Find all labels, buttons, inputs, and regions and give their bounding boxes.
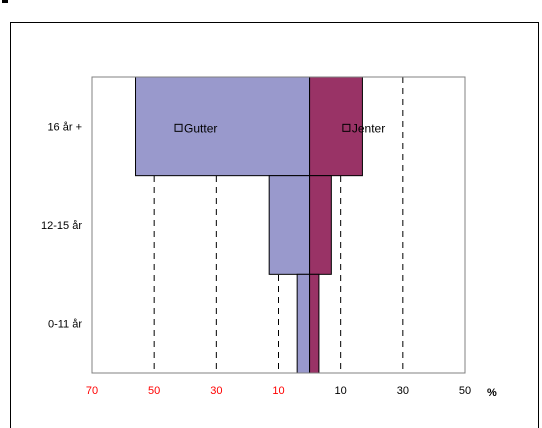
bar-jenter-1 — [309, 175, 332, 275]
x-tick-label-3: 10 — [272, 385, 284, 397]
x-tick-label-0: 70 — [86, 385, 98, 397]
plot-area-border — [91, 76, 466, 374]
legend-label-gutter: Gutter — [184, 121, 217, 135]
x-tick-label-1: 50 — [148, 385, 160, 397]
x-tick-label-6: 50 — [459, 385, 471, 397]
cropped-title-mark — [2, 0, 8, 3]
category-label-1: 12-15 år — [41, 220, 82, 232]
category-label-2: 0-11 år — [48, 319, 82, 331]
chart-border — [10, 22, 539, 428]
x-tick-label-5: 30 — [397, 385, 409, 397]
x-tick-labels: 70 50 30 10 10 30 50 — [86, 385, 471, 397]
category-label-0: 16 år + — [47, 121, 82, 133]
legend-marker-gutter — [174, 123, 183, 132]
bar-jenter-2 — [309, 273, 320, 374]
x-tick-label-2: 30 — [210, 385, 222, 397]
unit-label: % — [487, 387, 497, 399]
bars — [135, 76, 363, 374]
category-labels: 16 år + 12-15 år 0-11 år — [41, 121, 82, 330]
bar-jenter-0 — [309, 76, 363, 177]
bar-gutter-0 — [135, 76, 311, 177]
bar-gutter-2 — [296, 273, 311, 374]
legend-label-jenter: Jenter — [352, 121, 385, 135]
bar-gutter-1 — [268, 175, 311, 275]
legend: Gutter Jenter — [174, 121, 385, 135]
x-tick-label-4: 10 — [335, 385, 347, 397]
legend-marker-jenter — [342, 123, 351, 132]
